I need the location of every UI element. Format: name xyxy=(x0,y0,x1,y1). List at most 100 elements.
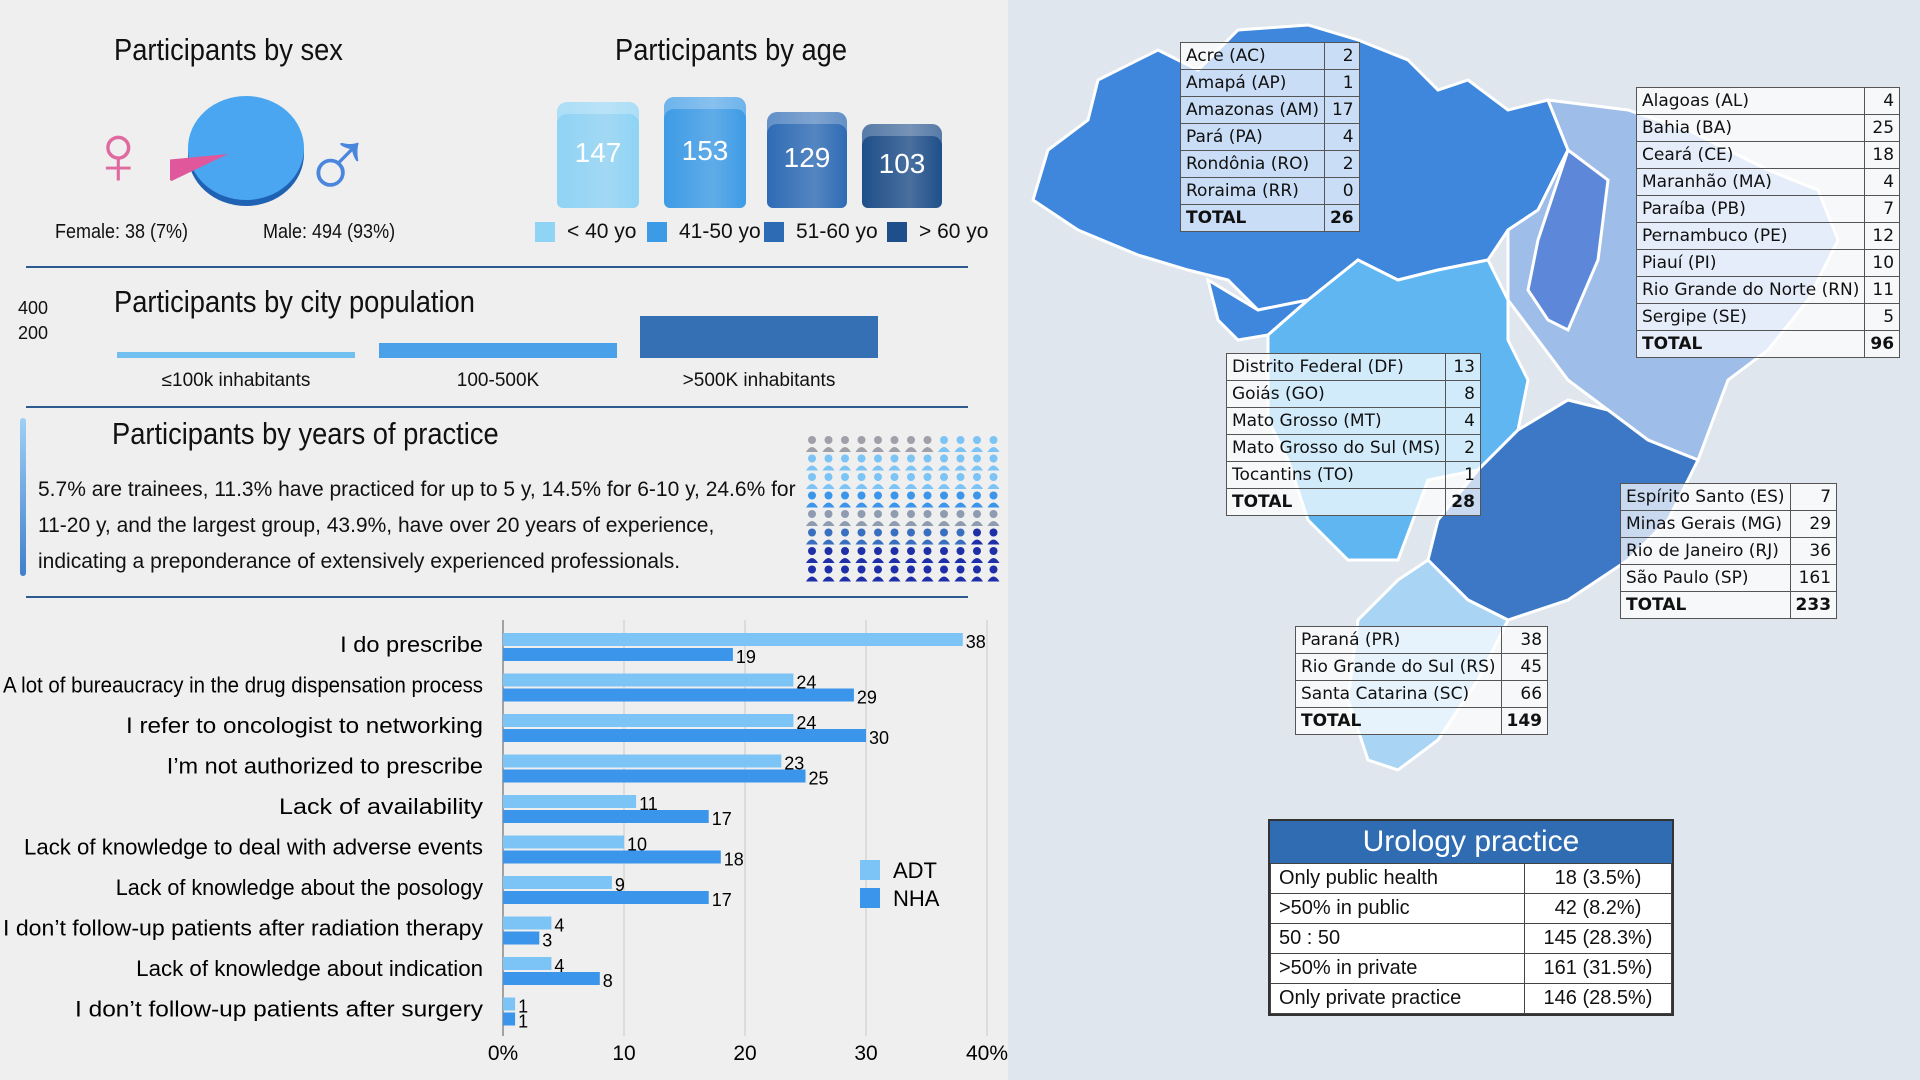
urology-row: 50 : 50 145 (28.3%) xyxy=(1270,923,1672,954)
state-count: 4 xyxy=(1864,87,1901,115)
legend-label: NHA xyxy=(893,886,940,911)
category-label: I’m not authorized to prescribe xyxy=(167,754,483,779)
person-icon xyxy=(839,528,851,545)
person-icon xyxy=(806,565,818,582)
urology-value: 18 (3.5%) xyxy=(1524,863,1672,894)
total-label: TOTAL xyxy=(1635,330,1866,358)
state-count: 5 xyxy=(1864,303,1901,331)
age-legend-item: 41-50 yo xyxy=(647,220,761,244)
total-value: 96 xyxy=(1864,330,1901,358)
person-icon xyxy=(987,491,1000,508)
state-count: 17 xyxy=(1323,96,1360,124)
bar-value-label: 11 xyxy=(639,794,658,814)
state-count: 11 xyxy=(1864,276,1901,304)
category-label: Lack of knowledge to deal with adverse e… xyxy=(24,835,483,860)
person-icon xyxy=(888,473,901,489)
state-name: Maranhão (MA) xyxy=(1635,168,1866,196)
category-label: I don’t follow-up patients after surgery xyxy=(75,997,483,1022)
divider xyxy=(26,406,968,408)
city-title: Participants by city population xyxy=(114,284,475,319)
category-label: Lack of knowledge about indication xyxy=(136,956,483,981)
category-label: A lot of bureaucracy in the drug dispens… xyxy=(3,673,483,698)
person-icon xyxy=(921,491,934,508)
urology-label: 50 : 50 xyxy=(1270,923,1525,954)
urology-label: >50% in public xyxy=(1270,893,1525,924)
person-icon xyxy=(855,547,868,563)
urology-practice-table: Urology practice Only public health 18 (3… xyxy=(1268,819,1674,1016)
person-icon xyxy=(872,473,884,489)
age-value: 153 xyxy=(681,134,729,166)
state-count: 4 xyxy=(1864,168,1901,196)
person-icon xyxy=(855,565,868,582)
urology-value: 42 (8.2%) xyxy=(1524,893,1672,924)
person-icon xyxy=(938,436,950,452)
total-label: TOTAL xyxy=(1295,707,1502,735)
state-name: Rio de Janeiro (RJ) xyxy=(1620,537,1791,565)
x-tick-label: 20 xyxy=(733,1042,756,1065)
state-count: 36 xyxy=(1789,537,1838,565)
state-count: 25 xyxy=(1864,114,1901,142)
legend-label: ADT xyxy=(893,858,937,883)
state-count: 2 xyxy=(1323,42,1360,70)
bar-value-label: 4 xyxy=(554,916,564,936)
state-count: 12 xyxy=(1864,222,1901,250)
x-tick-label: 10 xyxy=(612,1042,635,1065)
person-icon xyxy=(806,528,818,545)
person-icon xyxy=(905,491,917,508)
state-row: Bahia (BA) 25 xyxy=(1635,114,1901,142)
state-name: Espírito Santo (ES) xyxy=(1620,483,1791,511)
state-row: Rio Grande do Sul (RS) 45 xyxy=(1295,653,1549,681)
category-label: Lack of knowledge about the posology xyxy=(116,875,483,900)
person-icon xyxy=(905,510,917,526)
state-row: Tocantins (TO) 1 xyxy=(1225,461,1481,489)
total-label: TOTAL xyxy=(1225,488,1447,516)
person-icon xyxy=(921,436,934,452)
person-icon xyxy=(822,454,835,471)
person-icon xyxy=(888,528,901,545)
state-row: Minas Gerais (MG) 29 xyxy=(1620,510,1838,538)
person-icon xyxy=(822,510,835,526)
state-count: 4 xyxy=(1323,123,1360,151)
person-icon xyxy=(921,547,934,563)
bar-value-label: 30 xyxy=(869,728,889,748)
age-legend-item: < 40 yo xyxy=(535,220,636,244)
state-name: Amazonas (AM) xyxy=(1180,96,1325,124)
person-icon xyxy=(905,436,917,452)
urology-label: >50% in private xyxy=(1270,953,1525,984)
state-count: 0 xyxy=(1323,177,1360,205)
total-row: TOTAL 28 xyxy=(1225,488,1481,516)
person-icon xyxy=(971,473,983,489)
person-icon xyxy=(839,547,851,563)
urology-value: 161 (31.5%) xyxy=(1524,953,1672,984)
state-count: 7 xyxy=(1864,195,1901,223)
bar-adt xyxy=(503,673,794,687)
bar-value-label: 10 xyxy=(627,835,647,855)
state-name: Ceará (CE) xyxy=(1635,141,1866,169)
person-icon xyxy=(822,565,835,582)
male-label: Male: 494 (93%) xyxy=(263,221,396,243)
bar-value-label: 17 xyxy=(712,809,732,829)
total-value: 28 xyxy=(1445,488,1481,516)
person-icon xyxy=(954,547,967,563)
person-icon xyxy=(987,473,1000,489)
bar-value-label: 18 xyxy=(724,850,744,870)
age-value: 129 xyxy=(783,142,831,173)
state-row: Ceará (CE) 18 xyxy=(1635,141,1901,169)
bar-adt xyxy=(503,754,782,768)
table-centerwest: Distrito Federal (DF) 13 Goiás (GO) 8 Mato G… xyxy=(1225,353,1481,516)
state-name: Paraná (PR) xyxy=(1295,626,1502,654)
bar-nha xyxy=(503,972,600,985)
person-icon xyxy=(905,454,917,471)
person-icon xyxy=(839,436,851,452)
person-icon xyxy=(905,528,917,545)
state-row: Pernambuco (PE) 12 xyxy=(1635,222,1901,250)
person-icon xyxy=(971,565,983,582)
state-count: 45 xyxy=(1500,653,1549,681)
person-icon xyxy=(872,436,884,452)
state-count: 2 xyxy=(1445,434,1481,462)
person-icon xyxy=(905,565,917,582)
person-icon xyxy=(954,473,967,489)
table-southeast: Espírito Santo (ES) 7 Minas Gerais (MG) 29 R… xyxy=(1620,483,1838,619)
person-icon xyxy=(938,528,950,545)
